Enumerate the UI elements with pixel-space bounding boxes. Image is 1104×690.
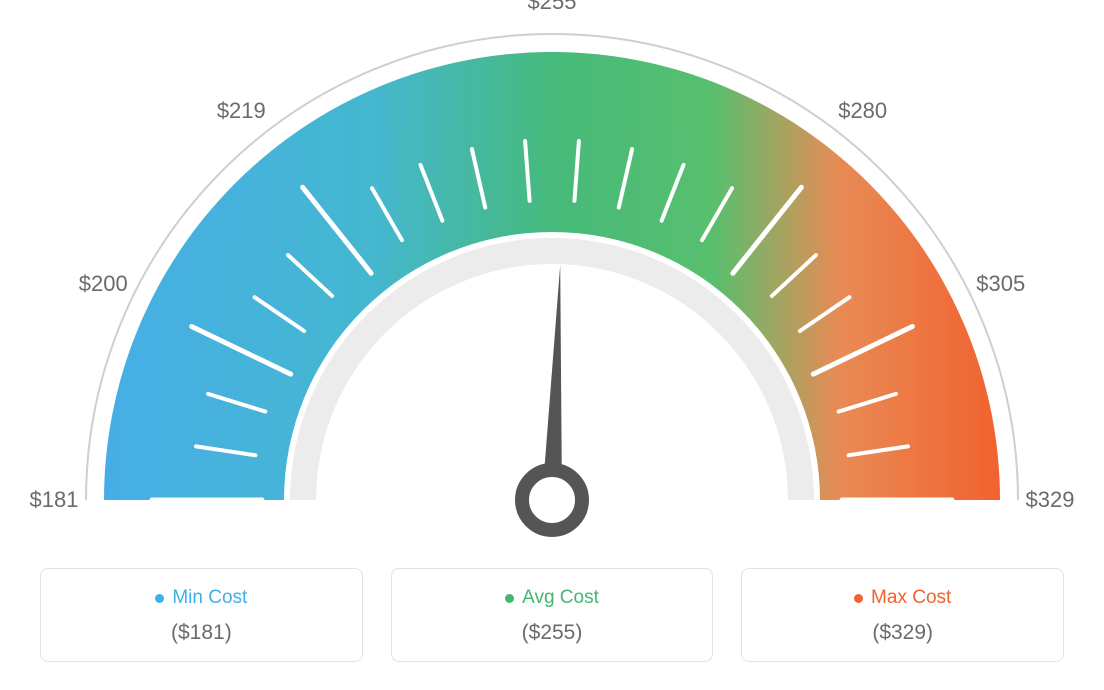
tick-label: $280 <box>838 98 887 124</box>
legend-title-avg: Avg Cost <box>505 587 599 609</box>
tick-label: $219 <box>217 98 266 124</box>
gauge-svg <box>0 10 1104 570</box>
legend-label-max: Max Cost <box>871 587 951 609</box>
legend-card-max: Max Cost ($329) <box>741 568 1064 662</box>
legend-title-max: Max Cost <box>854 587 951 609</box>
legend-dot-avg <box>505 594 514 603</box>
legend-value-min: ($181) <box>51 621 352 645</box>
legend-card-avg: Avg Cost ($255) <box>391 568 714 662</box>
legend-row: Min Cost ($181) Avg Cost ($255) Max Cost… <box>40 568 1064 662</box>
tick-label: $329 <box>1026 487 1075 513</box>
legend-value-avg: ($255) <box>402 621 703 645</box>
cost-gauge: $181 $200 $219 $255 $280 $305 $329 <box>0 0 1104 560</box>
legend-dot-max <box>854 594 863 603</box>
tick-label: $305 <box>976 271 1025 297</box>
legend-label-avg: Avg Cost <box>522 587 599 609</box>
legend-value-max: ($329) <box>752 621 1053 645</box>
tick-label: $181 <box>30 487 79 513</box>
legend-dot-min <box>155 594 164 603</box>
tick-label: $255 <box>528 0 577 15</box>
tick-label: $200 <box>79 271 128 297</box>
legend-card-min: Min Cost ($181) <box>40 568 363 662</box>
legend-label-min: Min Cost <box>172 587 247 609</box>
legend-title-min: Min Cost <box>155 587 247 609</box>
